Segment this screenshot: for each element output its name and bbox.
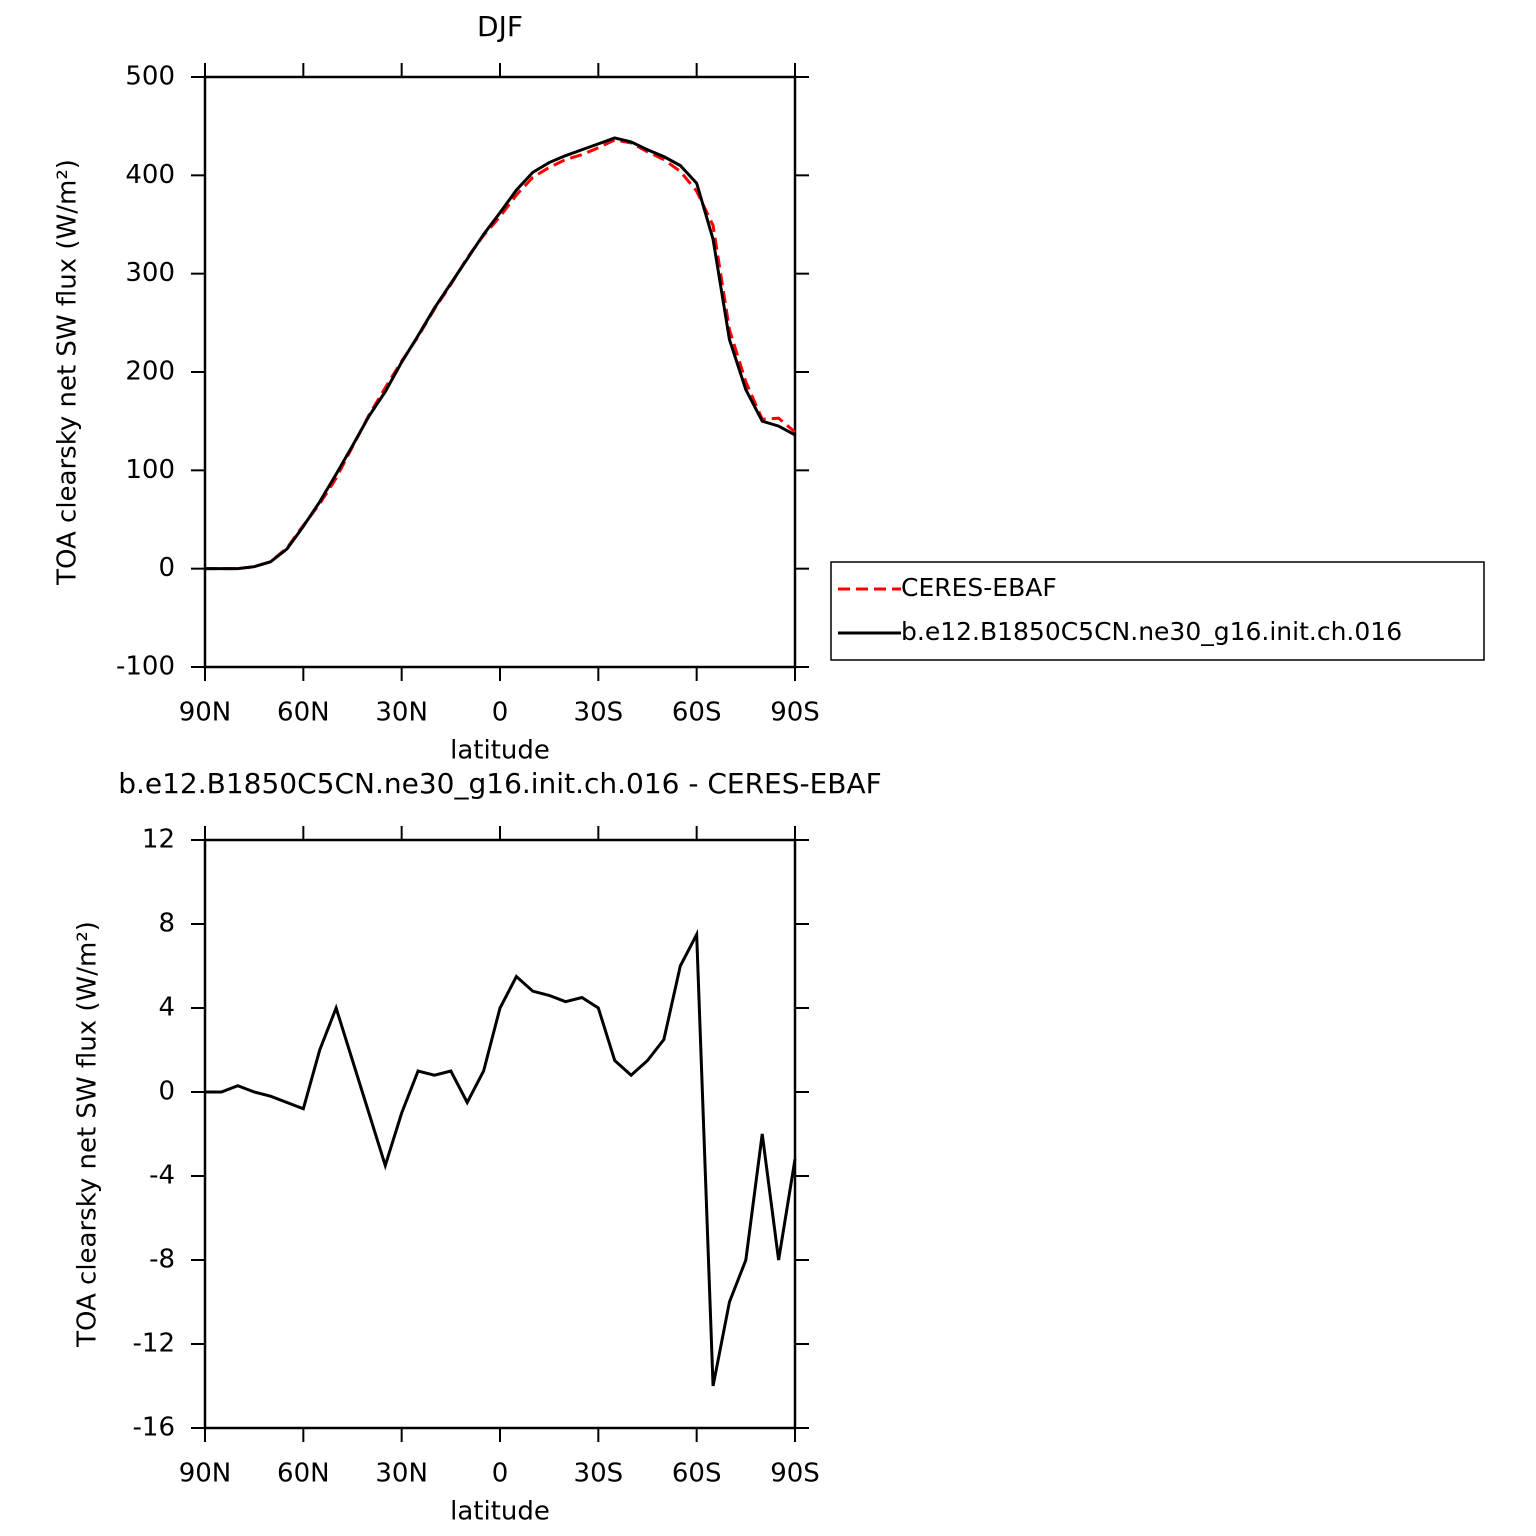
data-line — [205, 138, 796, 571]
chart-title: DJF — [477, 10, 523, 43]
y-axis-label: TOA clearsky net SW flux (W/m²) — [53, 159, 83, 586]
x-tick-label: 60S — [672, 1459, 722, 1489]
x-tick-label: 90N — [179, 1459, 232, 1489]
y-tick-label: -8 — [149, 1245, 175, 1275]
x-tick-label: 90S — [770, 1459, 820, 1489]
x-tick-label: 30N — [375, 1459, 428, 1489]
x-tick-label: 30N — [375, 698, 428, 728]
y-tick-label: 300 — [125, 258, 175, 288]
chart-title: b.e12.B1850C5CN.ne30_g16.init.ch.016 - C… — [118, 767, 882, 800]
y-axis-label: TOA clearsky net SW flux (W/m²) — [73, 921, 103, 1348]
y-tick-label: 400 — [125, 160, 175, 190]
y-tick-label: 500 — [125, 62, 175, 92]
y-tick-label: -16 — [133, 1413, 175, 1443]
x-tick-label: 60N — [277, 1459, 330, 1489]
y-tick-label: 0 — [158, 1077, 175, 1107]
y-tick-label: 0 — [158, 553, 175, 583]
y-tick-label: -4 — [149, 1161, 175, 1191]
plot-frame — [203, 838, 797, 1430]
y-tick-label: -12 — [133, 1329, 175, 1359]
x-axis-label: latitude — [450, 736, 550, 766]
x-tick-label: 30S — [574, 698, 624, 728]
x-tick-label: 90S — [770, 698, 820, 728]
x-tick-label: 30S — [574, 1459, 624, 1489]
y-tick-label: 100 — [125, 455, 175, 485]
x-tick-label: 0 — [492, 1459, 509, 1489]
data-line — [205, 136, 796, 571]
y-tick-label: 12 — [142, 825, 175, 855]
plot-frame — [203, 75, 797, 669]
y-tick-label: 8 — [158, 909, 175, 939]
x-tick-label: 90N — [179, 698, 232, 728]
legend-label: CERES-EBAF — [901, 573, 1057, 602]
x-tick-label: 60S — [672, 698, 722, 728]
data-line — [205, 928, 797, 1387]
y-tick-label: 4 — [158, 993, 175, 1023]
x-axis-label: latitude — [450, 1497, 550, 1527]
legend-label: b.e12.B1850C5CN.ne30_g16.init.ch.016 — [901, 617, 1402, 646]
y-tick-label: -100 — [116, 652, 175, 682]
x-tick-label: 0 — [492, 698, 509, 728]
y-tick-label: 200 — [125, 357, 175, 387]
x-tick-label: 60N — [277, 698, 330, 728]
legend-box — [830, 561, 1485, 661]
